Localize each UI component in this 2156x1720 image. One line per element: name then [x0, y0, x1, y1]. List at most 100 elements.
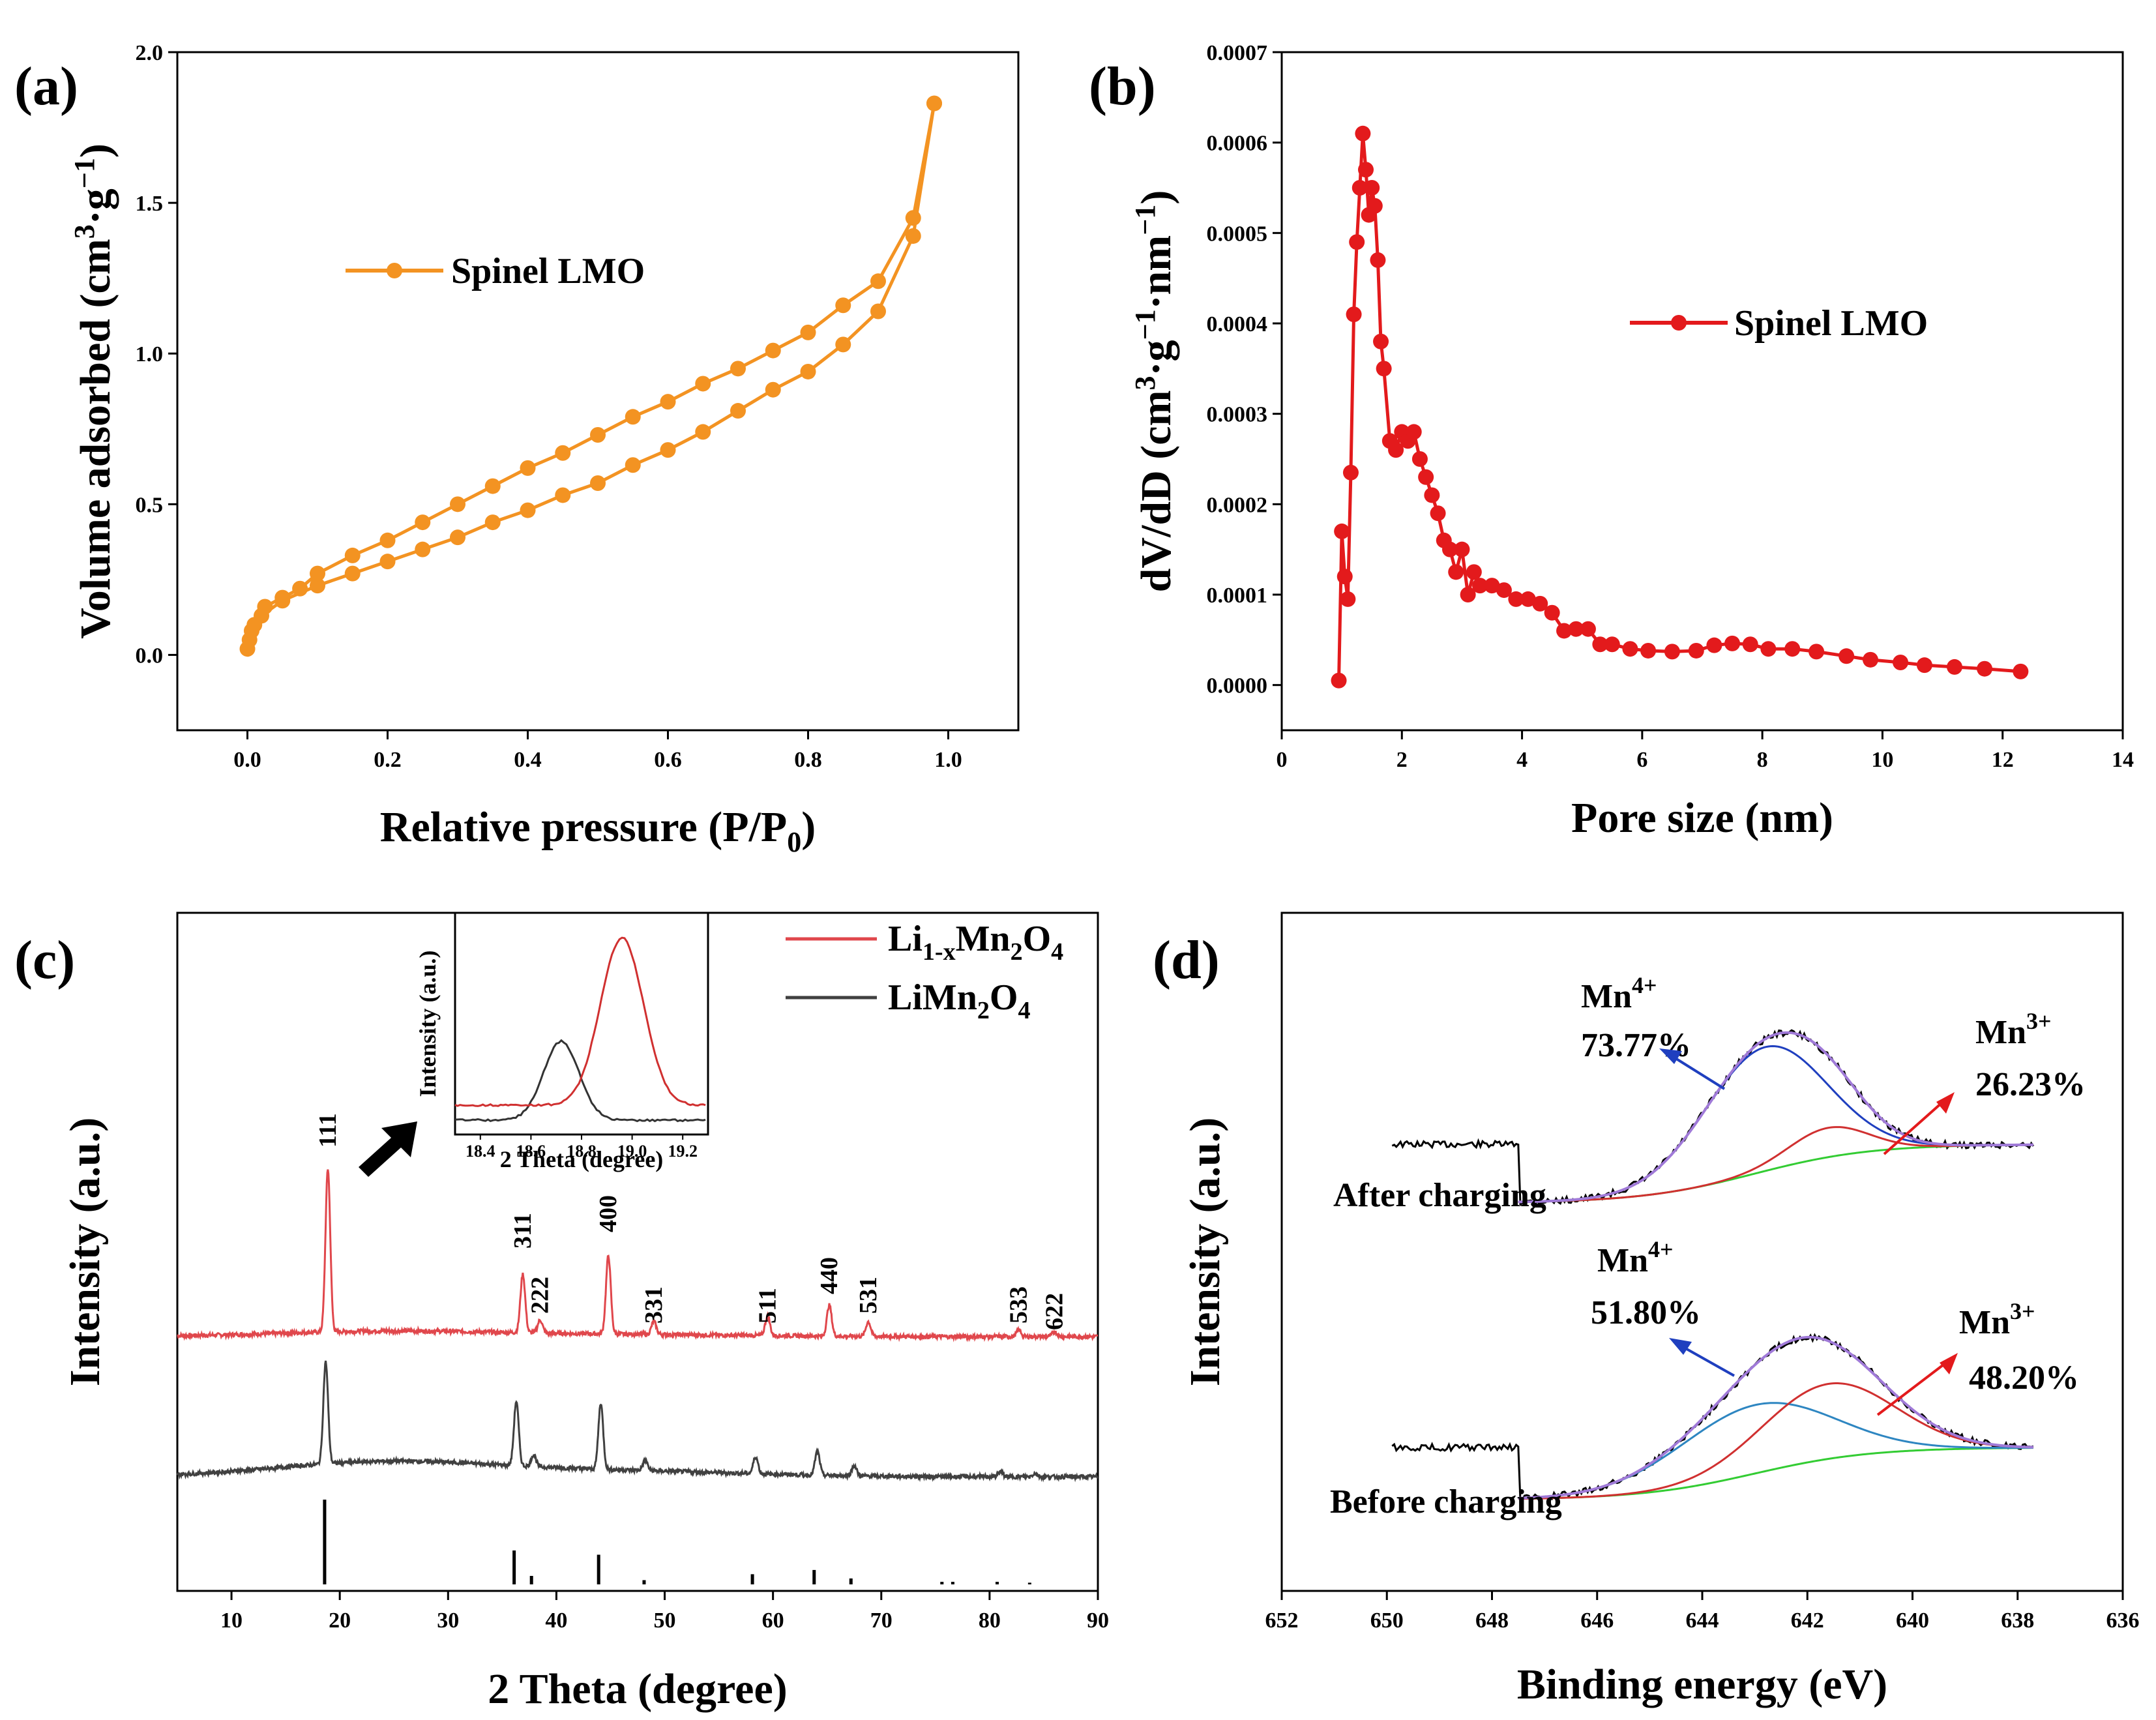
panel-b-point: [1532, 595, 1548, 612]
panel-a-desorption-point: [730, 361, 746, 377]
panel-b-point: [1916, 657, 1932, 674]
panel-d-xlabel: Binding energy (eV): [1517, 1661, 1887, 1708]
panel-a-desorption-point: [344, 547, 361, 563]
panel-a-desorption-point: [765, 342, 781, 359]
inset-xtick-label: 18.4: [465, 1142, 495, 1161]
panel-b-ytick-label: 0.0003: [1207, 403, 1268, 427]
panel-b-xtick-label: 4: [1516, 748, 1528, 772]
panel-b-point: [1358, 162, 1374, 178]
panel-a-desorption-point: [660, 394, 676, 410]
panel-c-peak-label: 400: [595, 1195, 622, 1232]
panel-c-peak-label: 311: [509, 1213, 537, 1249]
panel-c-peak-label: 622: [1041, 1293, 1069, 1330]
before-mn4-line: [1518, 1402, 2033, 1500]
panel-b-point: [1460, 587, 1476, 602]
panel-b-xtick-label: 8: [1757, 748, 1768, 772]
before-mn4-arrow-icon: [1669, 1338, 1735, 1377]
panel-b-point: [1448, 564, 1464, 580]
panel-d-xtick-label: 644: [1686, 1609, 1719, 1633]
panel-b-point: [1331, 672, 1347, 689]
panel-b-point: [1863, 651, 1878, 668]
panel-b-point: [1893, 655, 1909, 670]
panel-b-frame: [1280, 51, 2124, 732]
panel-b-point: [1640, 642, 1657, 659]
panel-c-inset: 18.4 18.6 18.8 19.0 19.2 2 Theta (degree) In…: [415, 912, 709, 1172]
panel-b-ylabel: dV/dD (cm3·g−1·nm−1): [1129, 190, 1180, 593]
panel-a-ytick-label: 1.5: [136, 192, 164, 216]
panel-c-peak-label: 111: [314, 1113, 342, 1148]
panel-b-point: [1664, 644, 1680, 660]
after-charging-label: After charging: [1333, 1177, 1546, 1214]
panel-a-desorption-point: [310, 565, 325, 582]
panel-c-xtick-label: 40: [545, 1609, 567, 1633]
panel-a-desorption-point: [835, 297, 851, 314]
panel-b-point: [1424, 487, 1440, 503]
panel-a-desorption-point: [905, 210, 921, 226]
panel-b-point: [1784, 641, 1801, 657]
panel-a-desorption-point: [415, 514, 431, 531]
inset-ylabel: Intensity (a.u.): [415, 950, 441, 1097]
after-envelope-line: [1518, 1031, 2033, 1204]
panel-b-point: [1622, 641, 1638, 657]
panel-d-xtick-label: 648: [1475, 1609, 1509, 1633]
panel-a-frame: [176, 51, 1020, 732]
panel-b-point: [1442, 541, 1458, 557]
panel-a-adsorption-point: [730, 403, 746, 419]
panel-b-point: [1355, 125, 1371, 141]
after-mn4-label: Mn4+: [1581, 972, 1657, 1015]
panel-a-desorption-point: [379, 532, 396, 548]
panel-b-point: [1742, 636, 1758, 653]
panel-b-point: [1977, 660, 1993, 677]
panel-c-peak-label: 511: [754, 1288, 781, 1324]
panel-c-peak-label: 331: [640, 1286, 668, 1324]
panel-a-ytick-label: 0.0: [136, 644, 164, 668]
panel-a-desorption-point: [274, 589, 291, 606]
inset-xtick-label: 18.6: [516, 1142, 546, 1161]
panel-b-point: [1336, 569, 1353, 585]
panel-a-xtick-label: 0.6: [654, 748, 682, 772]
panel-c-peak-label: 222: [526, 1277, 554, 1314]
panel-c-ylabel: Intensity (a.u.): [61, 1118, 109, 1387]
panel-c-peak-label: 440: [816, 1257, 843, 1294]
panel-b-legend: Spinel LMO: [1630, 303, 1928, 344]
panel-a-desorption-point: [625, 409, 641, 425]
panel-b-point: [1342, 464, 1359, 481]
panel-b-point: [1376, 361, 1392, 377]
panel-d-xtick-label: 646: [1580, 1609, 1614, 1633]
panel-c-xtick-label: 60: [762, 1609, 784, 1633]
inset-arrow-icon: [359, 1121, 417, 1177]
inset-xtick-label: 19.2: [668, 1142, 698, 1161]
panel-a-adsorption-point: [344, 565, 361, 582]
panel-b-point: [1947, 659, 1962, 675]
after-mn4-line: [1518, 1045, 2033, 1203]
panel-d-xtick-label: 638: [2001, 1609, 2034, 1633]
panel-b-point: [1349, 234, 1365, 250]
panel-b-point: [1760, 641, 1777, 657]
panel-b-ytick-label: 0.0002: [1207, 493, 1268, 517]
panel-a-ytick-label: 2.0: [136, 41, 164, 65]
before-mn4-pct: 51.80%: [1591, 1294, 1701, 1331]
panel-b-label: (b): [1089, 56, 1156, 117]
panel-d-label: (d): [1153, 930, 1220, 990]
panel-b-point: [1366, 198, 1383, 214]
panel-b-point: [1346, 306, 1362, 323]
before-background-line: [1518, 1447, 2033, 1500]
panel-a-adsorption-point: [520, 502, 536, 518]
inset-limn2o4-line: [454, 1039, 706, 1123]
panel-c-xtick-label: 20: [329, 1609, 351, 1633]
panel-a-adsorption-point: [484, 514, 501, 531]
panel-b-point: [1370, 252, 1386, 268]
panel-b-ytick-label: 0.0001: [1207, 584, 1268, 608]
panel-a-desorption-point: [292, 580, 308, 597]
panel-b-point: [1544, 604, 1560, 621]
panel-a-desorption-point: [870, 273, 886, 289]
panel-b-point: [1334, 523, 1350, 539]
panel-b-point: [1430, 505, 1446, 522]
panel-a-adsorption-point: [905, 228, 921, 244]
panel-d-ylabel: Intensity (a.u.): [1181, 1118, 1229, 1387]
panel-a-desorption-point: [520, 460, 536, 476]
panel-c-peak-label: 533: [1005, 1286, 1033, 1324]
after-mn3-line: [1518, 1126, 2033, 1204]
panel-b-point: [1472, 578, 1488, 594]
panel-a-xlabel: Relative pressure (P/P0): [380, 803, 816, 858]
